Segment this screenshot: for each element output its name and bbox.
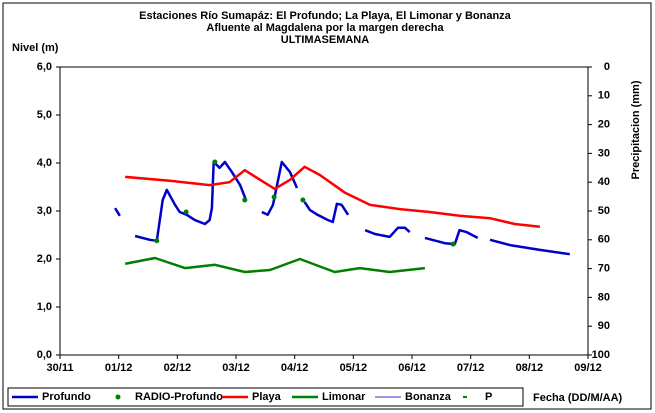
- chart-subtitle: ULTIMASEMANA: [281, 34, 369, 46]
- legend-box: [7, 387, 524, 407]
- legend-label: RADIO-Profundo: [135, 391, 223, 403]
- y2-tick-label: 40: [598, 176, 610, 188]
- y-tick-label: 0,0: [37, 349, 52, 361]
- y2-tick-label: 30: [598, 147, 610, 159]
- y-tick-label: 4,0: [37, 157, 52, 169]
- x-axis-label: Fecha (DD/M/AA): [533, 392, 623, 404]
- legend-marker: [115, 394, 121, 400]
- data-point: [450, 241, 456, 247]
- data-point: [242, 197, 248, 203]
- data-point: [212, 159, 218, 165]
- y2-tick-label: 90: [598, 320, 610, 332]
- x-tick-label: 30/11: [47, 362, 74, 374]
- y2-tick-label: 60: [598, 234, 610, 246]
- series-line: [124, 165, 541, 229]
- legend-label: Limonar: [322, 391, 366, 403]
- x-tick-label: 02/12: [164, 362, 192, 374]
- y2-tick-label: 10: [598, 90, 610, 102]
- y-axis-label: Nivel (m): [12, 42, 59, 54]
- data-point: [271, 194, 277, 200]
- legend-label: Profundo: [42, 391, 91, 403]
- x-tick-label: 05/12: [340, 362, 368, 374]
- y2-tick-label: 100: [592, 349, 610, 361]
- y-tick-label: 3,0: [37, 205, 52, 217]
- x-tick-label: 01/12: [105, 362, 133, 374]
- x-tick-label: 03/12: [222, 362, 250, 374]
- legend-label: P: [485, 391, 492, 403]
- y2-tick-label: 20: [598, 119, 610, 131]
- data-point: [183, 209, 189, 215]
- data-point: [300, 197, 306, 203]
- x-tick-label: 09/12: [574, 362, 602, 374]
- y2-tick-label: 80: [598, 291, 610, 303]
- y2-axis-label: Precipitacion (mm): [630, 80, 642, 179]
- x-tick-label: 07/12: [457, 362, 485, 374]
- legend-label: Playa: [252, 391, 282, 403]
- data-point: [154, 238, 160, 244]
- chart-subtitle: Afluente al Magdalena por la margen dere…: [206, 22, 444, 34]
- legend-label: Bonanza: [405, 391, 452, 403]
- y-tick-label: 2,0: [37, 253, 52, 265]
- series-line: [114, 160, 570, 256]
- y2-tick-label: 70: [598, 263, 610, 275]
- y-tick-label: 6,0: [37, 61, 52, 73]
- y2-tick-label: 50: [598, 205, 610, 217]
- y-tick-label: 1,0: [37, 301, 52, 313]
- series-line: [124, 256, 426, 274]
- y-tick-label: 5,0: [37, 109, 52, 121]
- x-tick-label: 06/12: [398, 362, 426, 374]
- y2-tick-label: 0: [604, 61, 610, 73]
- x-tick-label: 08/12: [516, 362, 544, 374]
- x-tick-label: 04/12: [281, 362, 309, 374]
- chart-title: Estaciones Río Sumapáz: El Profundo; La …: [139, 10, 512, 22]
